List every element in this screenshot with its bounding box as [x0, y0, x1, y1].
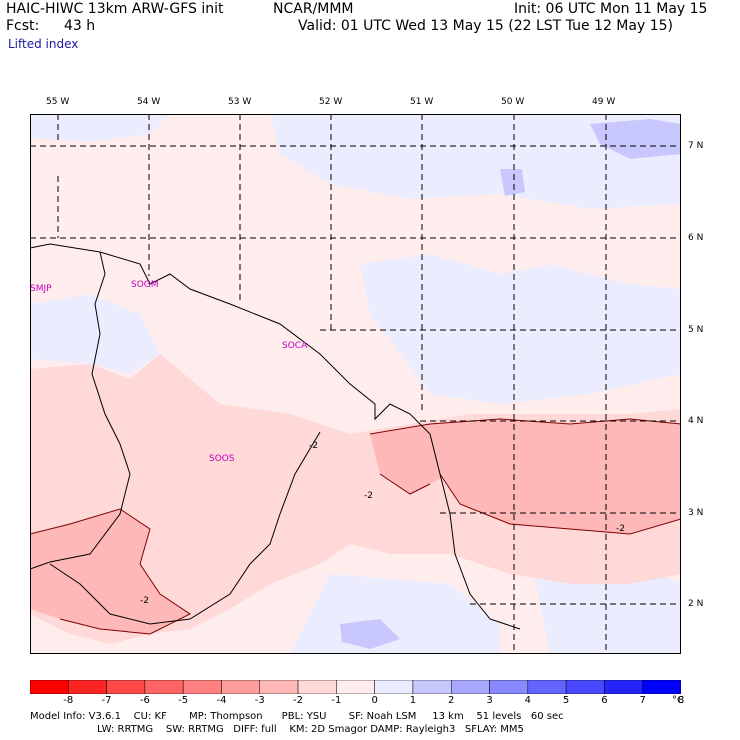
valid-time: Valid: 01 UTC Wed 13 May 15 (22 LST Tue …: [298, 18, 673, 34]
fcst-value: 43 h: [64, 18, 96, 34]
lat-lon-grid: [30, 114, 681, 654]
colorbar-swatch: [221, 680, 261, 694]
colorbar-swatch: [527, 680, 567, 694]
colorbar-swatch: [642, 680, 681, 694]
colorbar-tick-label: -4: [216, 695, 227, 706]
colorbar-tick-label: 6: [601, 695, 608, 706]
station-label: SMJP: [30, 284, 52, 294]
colorbar-tick-label: 0: [371, 695, 378, 706]
colorbar-tick-label: -6: [139, 695, 150, 706]
init-time: Init: 06 UTC Mon 11 May 15: [514, 1, 708, 17]
colorbar-swatch: [450, 680, 490, 694]
colorbar-swatch: [259, 680, 299, 694]
lat-label: 6 N: [688, 233, 704, 243]
lon-label: 55 W: [46, 97, 70, 107]
colorbar-swatch: [604, 680, 643, 694]
org-label: NCAR/MMM: [273, 1, 354, 17]
lon-label: 49 W: [592, 97, 616, 107]
model-title: HAIC-HIWC 13km ARW-GFS init: [6, 1, 224, 17]
field-name: Lifted index: [8, 37, 79, 51]
colorbar-tick-label: 2: [448, 695, 455, 706]
contour-label: -2: [616, 524, 625, 534]
contour-label: -2: [140, 596, 149, 606]
colorbar-swatch: [489, 680, 529, 694]
lat-label: 7 N: [688, 141, 704, 151]
lon-label: 54 W: [137, 97, 161, 107]
lat-label: 4 N: [688, 416, 704, 426]
lon-label: 50 W: [501, 97, 525, 107]
colorbar-tick-label: 3: [486, 695, 493, 706]
colorbar-swatch: [182, 680, 222, 694]
fcst-label: Fcst:: [6, 18, 40, 34]
station-label: SOGM: [131, 280, 159, 290]
strong-negative-regions: [30, 419, 681, 634]
colorbar-swatch: [68, 680, 107, 694]
colorbar-tick-label: 1: [409, 695, 417, 706]
colorbar-unit: °C: [672, 695, 684, 706]
colorbar-tick-label: 5: [562, 695, 570, 706]
lat-label: 5 N: [688, 325, 704, 335]
lat-label: 3 N: [688, 508, 704, 518]
colorbar-tick-label: 7: [639, 695, 646, 706]
colorbar-swatch: [106, 680, 146, 694]
station-label: SOOS: [209, 454, 235, 464]
coastline: [30, 243, 521, 630]
colorbar-tick-label: -7: [101, 695, 112, 706]
lon-label: 53 W: [228, 97, 252, 107]
colorbar-swatch: [374, 680, 414, 694]
station-label: SOCA: [282, 341, 308, 351]
contour-label: -2: [364, 491, 373, 501]
colorbar-tick-label: 8: [677, 695, 685, 706]
colorbar-tick-label: -2: [293, 695, 304, 706]
lat-label: 2 N: [688, 599, 704, 609]
map-border: [30, 114, 681, 654]
colorbar-swatch: [412, 680, 452, 694]
contour-label: -2: [309, 441, 318, 451]
colorbar-tick-label: -8: [63, 695, 74, 706]
colorbar: [30, 680, 681, 694]
colorbar-swatch: [30, 680, 69, 694]
colorbar-swatch: [144, 680, 184, 694]
colorbar-swatch: [336, 680, 375, 694]
colorbar-tick-label: 4: [524, 695, 531, 706]
colorbar-swatch: [297, 680, 337, 694]
model-info-line2: LW: RRTMG SW: RRTMG DIFF: full KM: 2D Sm…: [97, 724, 524, 735]
colorbar-tick-label: -5: [178, 695, 189, 706]
lon-label: 51 W: [410, 97, 434, 107]
colorbar-tick-label: -3: [254, 695, 265, 706]
lon-label: 52 W: [319, 97, 343, 107]
lifted-index-map: [30, 114, 681, 654]
model-info-line1: Model Info: V3.6.1 CU: KF MP: Thompson P…: [30, 711, 564, 722]
colorbar-tick-label: -1: [331, 695, 342, 706]
colorbar-swatch: [565, 680, 605, 694]
